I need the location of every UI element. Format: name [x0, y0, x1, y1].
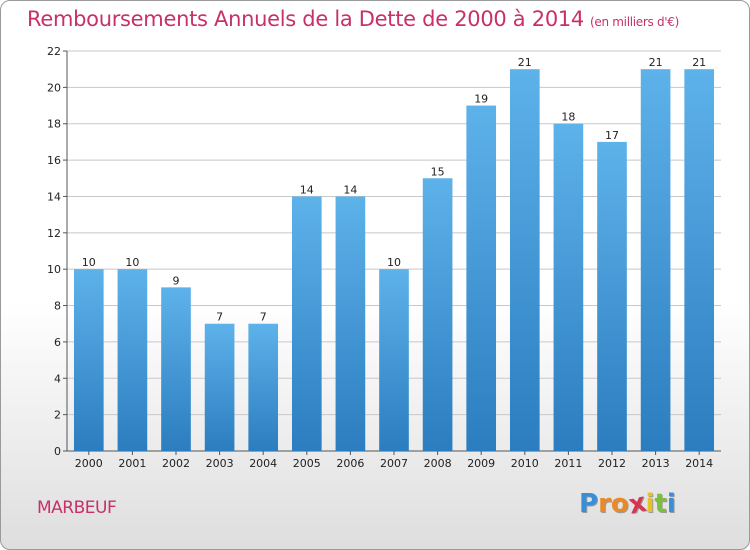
value-label-2003: 7	[216, 311, 223, 324]
y-tick-label: 0	[54, 445, 61, 458]
logo-letter: o	[610, 489, 629, 519]
value-label-2004: 7	[260, 311, 267, 324]
value-label-2008: 15	[431, 165, 445, 178]
value-label-2001: 10	[125, 256, 139, 269]
x-tick-label-2011: 2011	[554, 457, 582, 470]
value-label-2013: 21	[649, 56, 663, 69]
y-tick-label: 8	[54, 300, 61, 313]
value-label-2010: 21	[518, 56, 532, 69]
bar-2014	[684, 69, 715, 451]
bar-2012	[597, 141, 627, 451]
bar-2003	[204, 323, 235, 451]
bar-2000	[73, 269, 104, 451]
logo-letter: P	[579, 489, 599, 519]
bar-2002	[161, 287, 191, 451]
bar-2011	[553, 123, 584, 452]
bar-2001	[117, 269, 148, 451]
x-tick-label-2010: 2010	[511, 457, 539, 470]
bar-2006	[335, 196, 366, 451]
logo-letter: t	[654, 489, 667, 519]
x-tick-label-2004: 2004	[249, 457, 277, 470]
logo-letter: i	[666, 489, 676, 519]
bar-2004	[248, 323, 279, 451]
proxiti-logo[interactable]: Proxiti	[579, 488, 676, 521]
x-tick-label-2001: 2001	[118, 457, 146, 470]
y-tick-label: 22	[47, 45, 61, 58]
value-label-2011: 18	[561, 111, 575, 124]
x-tick-label-2005: 2005	[293, 457, 321, 470]
chart-title: Remboursements Annuels de la Dette de 20…	[27, 7, 679, 31]
y-tick-label: 18	[47, 118, 61, 131]
x-tick-label-2014: 2014	[685, 457, 713, 470]
x-tick-label-2012: 2012	[598, 457, 626, 470]
chart-subtitle: (en milliers d'€)	[590, 15, 680, 29]
bar-2010	[509, 69, 540, 451]
value-label-2014: 21	[692, 56, 706, 69]
logo-letter: i	[645, 489, 655, 519]
bar-2005	[291, 196, 322, 451]
value-label-2012: 17	[605, 129, 619, 142]
y-tick-label: 6	[54, 336, 61, 349]
x-tick-label-2008: 2008	[424, 457, 452, 470]
x-tick-label-2003: 2003	[206, 457, 234, 470]
y-tick-label: 2	[54, 409, 61, 422]
bar-2009	[466, 105, 497, 451]
y-tick-label: 14	[47, 190, 61, 203]
x-tick-label-2013: 2013	[642, 457, 670, 470]
y-tick-label: 4	[54, 372, 61, 385]
x-tick-label-2007: 2007	[380, 457, 408, 470]
value-label-2009: 19	[474, 93, 488, 106]
x-tick-label-2000: 2000	[75, 457, 103, 470]
logo-letter: r	[598, 489, 611, 519]
bar-2007	[379, 269, 409, 451]
value-label-2000: 10	[82, 256, 96, 269]
y-tick-label: 12	[47, 227, 61, 240]
bar-2008	[422, 178, 453, 452]
value-label-2002: 9	[173, 274, 180, 287]
bar-2013	[640, 69, 671, 451]
chart-title-text: Remboursements Annuels de la Dette de 20…	[27, 7, 584, 31]
y-tick-label: 20	[47, 81, 61, 94]
x-tick-label-2002: 2002	[162, 457, 190, 470]
y-tick-label: 10	[47, 263, 61, 276]
x-tick-label-2009: 2009	[467, 457, 495, 470]
value-label-2007: 10	[387, 256, 401, 269]
y-tick-label: 16	[47, 154, 61, 167]
value-label-2005: 14	[300, 183, 314, 196]
x-tick-label-2006: 2006	[336, 457, 364, 470]
value-label-2006: 14	[343, 183, 357, 196]
commune-name: MARBEUF	[37, 498, 117, 518]
